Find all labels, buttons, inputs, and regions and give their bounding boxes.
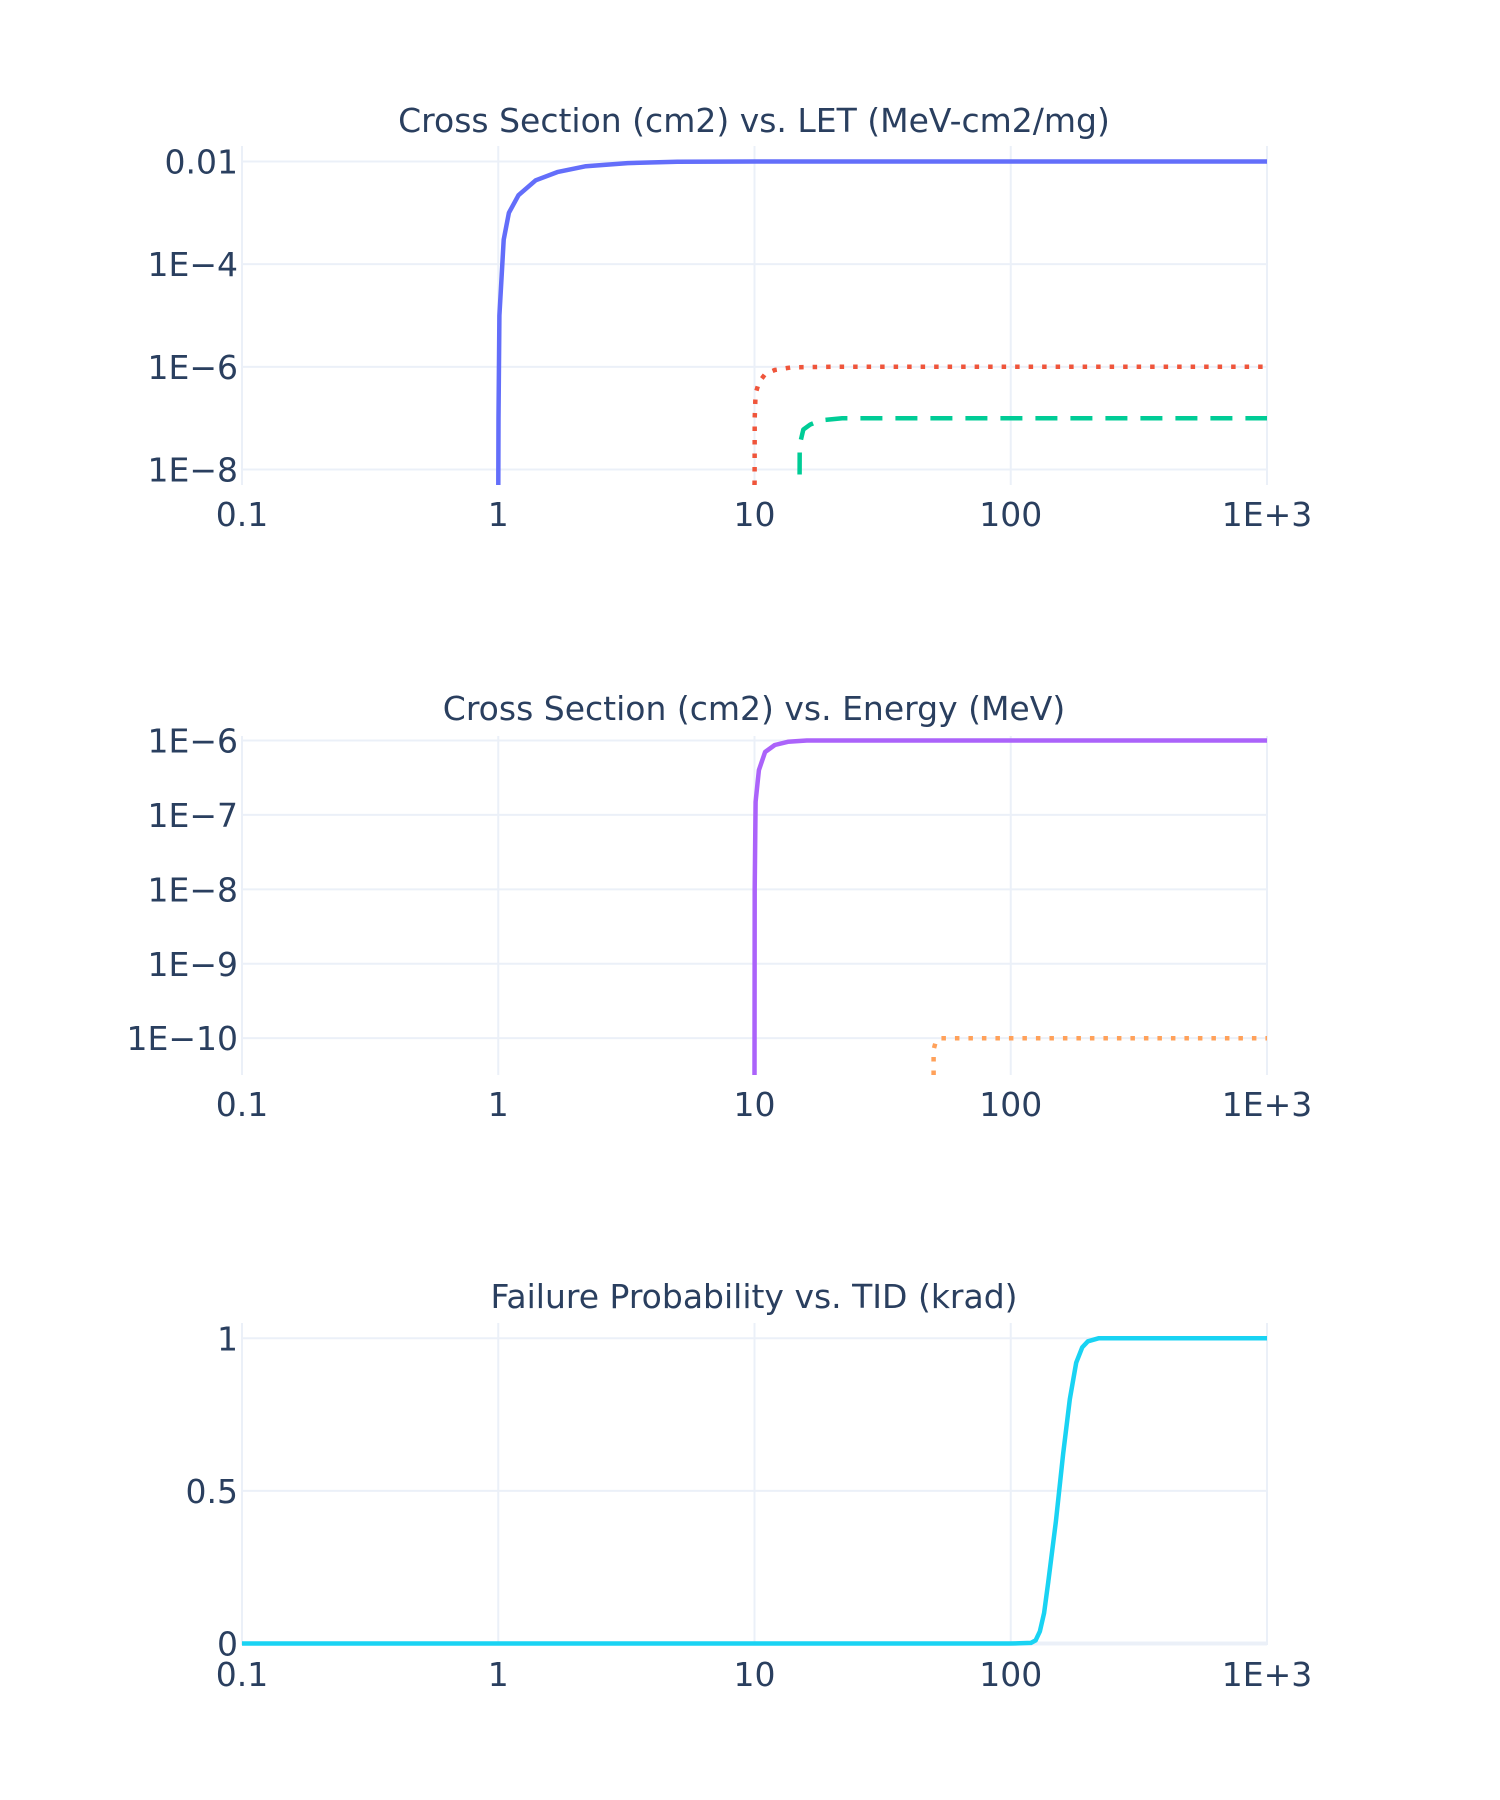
y-tick-label: 1E−6 [148, 722, 239, 761]
x-tick-label: 100 [979, 1655, 1042, 1694]
x-tick-label: 1E+3 [1222, 495, 1313, 534]
x-tick-label: 1E+3 [1222, 1655, 1313, 1694]
x-tick-label: 10 [734, 1085, 776, 1124]
plot-area-let: 0.1 1 10 100 1E+3 1E−8 1E−6 1E−4 0.01 [148, 142, 1313, 534]
x-tick-label: 10 [734, 1655, 776, 1694]
chart-failure-probability-vs-tid: Failure Probability vs. TID (krad) 0.1 1 1… [186, 1277, 1313, 1694]
x-tick-label: 1 [488, 495, 509, 534]
y-tick-label: 1E−8 [148, 451, 239, 490]
series-line [752, 738, 1267, 1076]
x-tick-label: 1 [488, 1655, 509, 1694]
x-tick-label: 0.1 [216, 495, 268, 534]
chart-cross-section-vs-let: Cross Section (cm2) vs. LET (MeV-cm2/mg)… [148, 101, 1313, 534]
y-tick-label: 1E−9 [148, 945, 239, 984]
series-line [931, 1035, 1267, 1075]
y-tick-label: 1E−7 [148, 796, 239, 835]
series-line [797, 415, 1267, 475]
x-tick-label: 1 [488, 1085, 509, 1124]
y-tick-label: 1 [217, 1319, 238, 1358]
y-tick-label: 1E−4 [148, 245, 239, 284]
y-tick-label: 1E−8 [148, 870, 239, 909]
x-tick-label: 0.1 [216, 1085, 268, 1124]
chart-title-energy: Cross Section (cm2) vs. Energy (MeV) [443, 689, 1065, 728]
series-line [496, 159, 1267, 486]
plot-area-tid: 0.1 1 10 100 1E+3 0 0.5 1 [186, 1319, 1313, 1694]
series-line [242, 1336, 1267, 1646]
y-tick-label: 0 [217, 1624, 238, 1663]
y-tick-label: 0.5 [186, 1472, 238, 1511]
plot-area-energy: 0.1 1 10 100 1E+3 1E−10 1E−9 1E−8 1E−7 1E−6 [127, 722, 1313, 1124]
y-tick-label: 1E−6 [148, 348, 239, 387]
chart-title-tid: Failure Probability vs. TID (krad) [490, 1277, 1017, 1316]
chart-title-let: Cross Section (cm2) vs. LET (MeV-cm2/mg) [398, 101, 1110, 140]
x-tick-label: 0.1 [216, 1655, 268, 1694]
chart-cross-section-vs-energy: Cross Section (cm2) vs. Energy (MeV) 0.1… [127, 689, 1313, 1124]
y-tick-label: 0.01 [165, 142, 238, 181]
x-tick-label: 10 [734, 495, 776, 534]
x-tick-label: 1E+3 [1222, 1085, 1313, 1124]
y-tick-label: 1E−10 [127, 1019, 239, 1058]
x-tick-label: 100 [979, 495, 1042, 534]
x-tick-label: 100 [979, 1085, 1042, 1124]
